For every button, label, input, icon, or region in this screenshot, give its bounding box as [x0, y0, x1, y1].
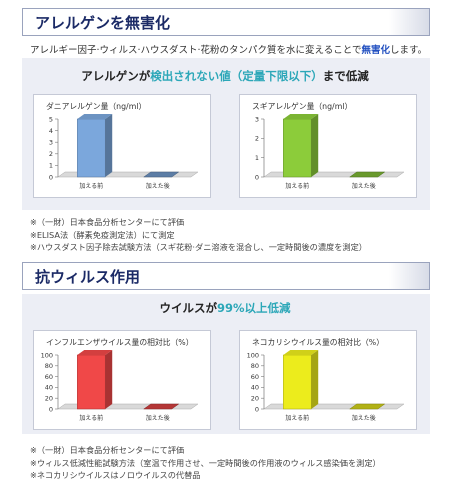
bar — [143, 403, 180, 410]
note-line: ※ネコカリシウイルスはノロウイルスの代替品 — [30, 470, 201, 480]
influenza-chart: インフルエンザウイルス量の相対比（%） 0 20 40 60 80 100 加える前 加えた後 — [41, 337, 199, 422]
y-tick-label: 0 — [49, 405, 53, 413]
virus-subtitle: ウイルスが99%以上低減 — [159, 301, 291, 315]
chart-card-calici: ネコカリシウイルス量の相対比（%） 0 20 40 60 80 100 加える前 加えた後 — [239, 330, 417, 430]
allergen-subtitle: アレルゲンが検出されない値（定量下限以下）まで低減 — [81, 69, 369, 83]
bar — [77, 114, 113, 178]
bar-front — [77, 354, 106, 410]
y-tick-label: 100 — [41, 351, 53, 359]
bar-top — [283, 350, 319, 355]
bar-top — [77, 350, 113, 355]
lead-highlight: 無害化 — [361, 45, 391, 56]
section-title: 抗ウィルス作用 — [35, 268, 141, 286]
category-label: 加える前 — [79, 182, 103, 190]
bar — [143, 171, 180, 178]
virus-notes: ※（一財）日本食品分析センターにて評価 ※ウィルス低減性能試験方法（室温で作用さ… — [30, 444, 381, 482]
category-label: 加える前 — [285, 414, 309, 422]
y-tick-label: 0 — [255, 173, 259, 181]
bar — [77, 350, 113, 410]
cedar-allergen-chart: スギアレルゲン量（ng/ml） 0 1 2 3 加える前 加えた後 — [252, 102, 405, 190]
lead-text: アレルギー因子·ウィルス·ハウスダスト·花粉のタンパク質を水に変えることで無害化… — [30, 45, 428, 56]
mite-allergen-chart: ダニアレルゲン量（ng/ml） 0 1 2 3 4 5 加える前 加えた後 — [46, 101, 199, 190]
chart-title: インフルエンザウイルス量の相対比（%） — [46, 337, 194, 347]
bar — [283, 114, 319, 178]
note-line: ※（一財）日本食品分析センターにて評価 — [30, 445, 185, 455]
y-tick-label: 80 — [251, 362, 259, 370]
bar-top — [283, 114, 319, 119]
chart-title: ネコカリシウイルス量の相対比（%） — [252, 337, 384, 347]
calicivirus-chart: ネコカリシウイルス量の相対比（%） 0 20 40 60 80 100 加える前 加えた後 — [247, 337, 405, 422]
category-label: 加えた後 — [352, 414, 376, 422]
category-label: 加える前 — [79, 414, 103, 422]
bar-flat — [349, 171, 386, 178]
category-label: 加えた後 — [146, 182, 170, 190]
y-tick-label: 20 — [251, 395, 259, 403]
y-tick-label: 80 — [45, 362, 53, 370]
y-tick-label: 100 — [247, 351, 259, 359]
chart-card-mite: ダニアレルゲン量（ng/ml） 0 1 2 3 4 5 加える前 加えた後 — [33, 94, 211, 198]
bar-flat — [143, 403, 180, 410]
chart-title: ダニアレルゲン量（ng/ml） — [46, 101, 146, 111]
y-tick-label: 4 — [49, 127, 53, 135]
y-tick-label: 2 — [49, 150, 53, 158]
note-line: ※ウィルス低減性能試験方法（室温で作用させ、一定時間後の作用液のウィルス感染価を… — [30, 457, 381, 468]
bar — [283, 350, 319, 410]
y-tick-label: 20 — [45, 395, 53, 403]
y-tick-label: 40 — [251, 384, 259, 392]
y-tick-label: 3 — [255, 115, 259, 123]
category-label: 加えた後 — [352, 182, 376, 190]
note-line: ※ELISA法（酵素免疫測定法）にて測定 — [30, 229, 175, 240]
y-tick-label: 0 — [49, 173, 53, 181]
y-tick-label: 0 — [255, 405, 259, 413]
y-tick-label: 60 — [45, 373, 53, 381]
bar-front — [283, 118, 312, 178]
chart-title: スギアレルゲン量（ng/ml） — [252, 102, 352, 111]
section-header-allergen: アレルゲンを無害化 — [22, 8, 430, 36]
y-tick-label: 3 — [49, 139, 53, 147]
y-tick-label: 1 — [49, 162, 53, 170]
bar — [349, 403, 386, 410]
bar-front — [283, 354, 312, 410]
chart-card-influenza: インフルエンザウイルス量の相対比（%） 0 20 40 60 80 100 加える前 加えた後 — [33, 330, 211, 430]
bar-side — [311, 350, 319, 409]
bar-front — [77, 118, 106, 178]
bar — [349, 171, 386, 178]
category-label: 加えた後 — [146, 414, 170, 422]
y-tick-label: 60 — [251, 373, 259, 381]
y-tick-label: 40 — [45, 384, 53, 392]
y-tick-label: 5 — [49, 115, 53, 123]
bar-side — [105, 350, 113, 409]
chart-card-cedar: スギアレルゲン量（ng/ml） 0 1 2 3 加える前 加えた後 — [239, 94, 417, 198]
bar-flat — [349, 403, 386, 410]
allergen-notes: ※（一財）日本食品分析センターにて評価 ※ELISA法（酵素免疫測定法）にて測定… — [30, 216, 367, 254]
bar-flat — [143, 171, 180, 178]
section-title: アレルゲンを無害化 — [35, 14, 171, 32]
y-tick-label: 2 — [255, 135, 259, 143]
bar-side — [105, 114, 113, 177]
section-header-antivirus: 抗ウィルス作用 — [22, 262, 430, 290]
y-tick-label: 1 — [255, 154, 259, 162]
bar-side — [311, 114, 319, 177]
note-line: ※（一財）日本食品分析センターにて評価 — [30, 217, 185, 227]
bar-top — [77, 114, 113, 119]
note-line: ※ハウスダスト因子除去試験方法（スギ花粉·ダニ溶液を混合し、一定時間後の濃度を測… — [30, 242, 367, 252]
category-label: 加える前 — [285, 182, 309, 190]
